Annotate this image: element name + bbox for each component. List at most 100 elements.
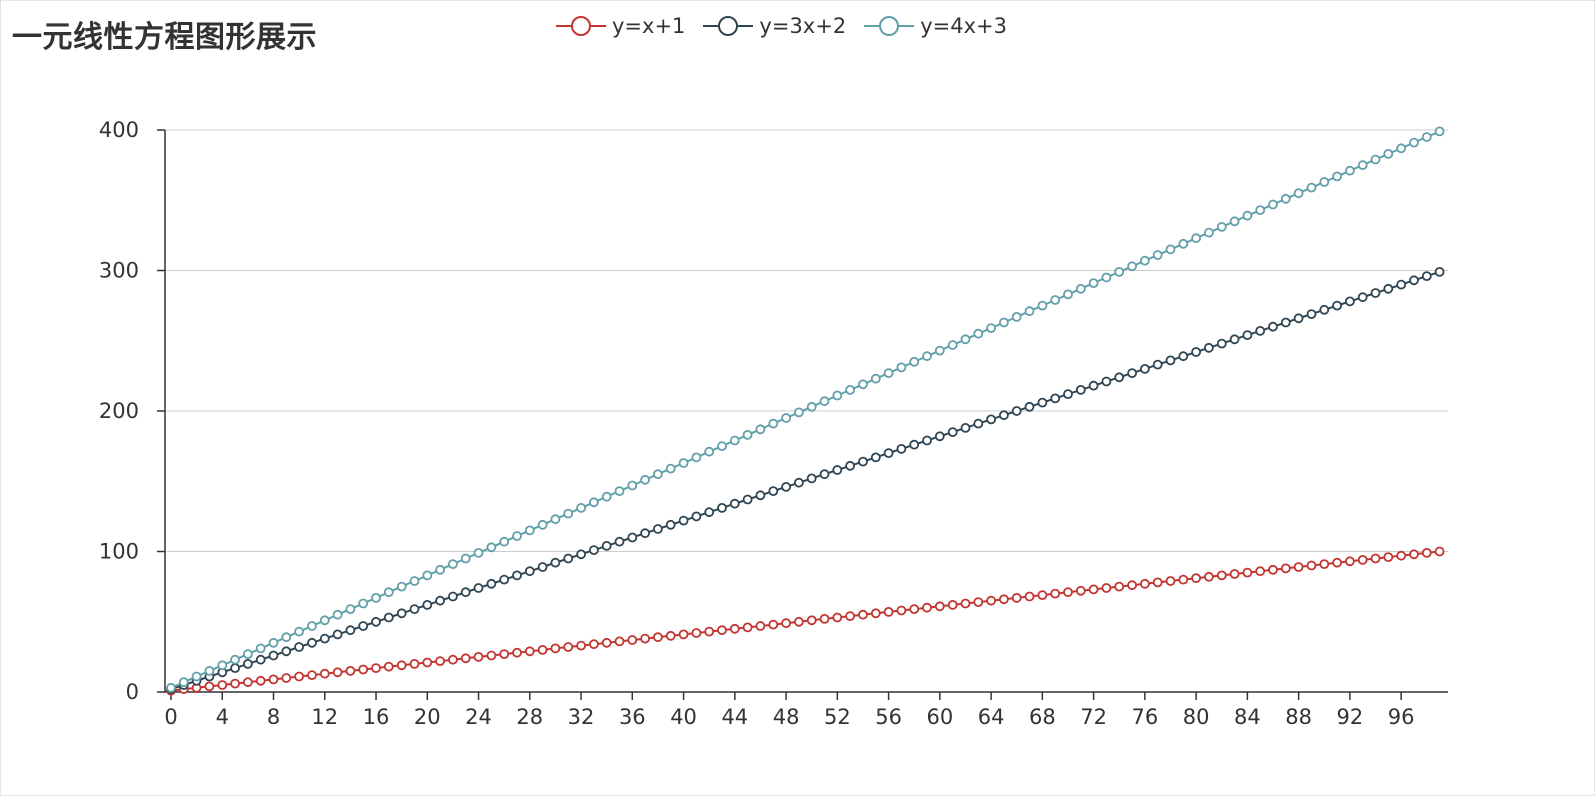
data-point [512,570,522,581]
data-point [371,663,381,673]
data-point [1114,372,1125,383]
data-point [422,570,433,581]
data-point [358,598,369,609]
data-point [614,636,625,647]
data-point [922,351,932,362]
data-point [1255,205,1266,216]
data-point [742,429,753,440]
data-point [1306,182,1317,193]
data-point [601,637,612,648]
x-tick-label: 4 [216,705,229,729]
y-tick-label: 100 [99,540,139,564]
data-point [627,480,638,491]
data-point [896,605,907,616]
data-point [858,456,868,467]
data-point [601,491,612,502]
data-point [447,559,458,569]
data-point [819,614,830,624]
data-point [1383,148,1394,159]
data-point [537,645,548,655]
data-point [524,566,535,577]
data-point [717,625,727,636]
data-point [1370,154,1381,165]
data-point [973,418,984,429]
data-point [204,681,215,692]
legend-item-series-3[interactable]: y=4x+3 [864,14,1007,38]
chart-legend: y=x+1 y=3x+2 y=4x+3 [556,14,1007,38]
data-point [537,562,548,572]
data-point [1255,325,1266,336]
legend-item-series-1[interactable]: y=x+1 [556,14,685,38]
data-point [1357,555,1368,565]
data-point [550,514,561,525]
data-point [909,604,920,614]
data-point [1421,271,1432,282]
y-tick-label: 0 [126,680,139,704]
data-point [883,607,894,617]
data-point [191,671,202,682]
data-point [1255,566,1266,577]
data-point [665,519,676,530]
series-line-3 [170,130,1441,689]
data-point [806,615,817,626]
data-point [1165,244,1176,255]
data-point [332,629,343,640]
data-point [1037,590,1048,600]
data-point [550,557,561,568]
data-point [499,574,510,585]
data-point [1050,393,1061,404]
data-point [640,528,650,539]
data-point [294,626,305,637]
data-point [422,657,433,668]
data-point [1216,570,1227,581]
data-point [960,334,971,345]
data-point [230,678,241,689]
legend-marker-series-2 [703,16,754,36]
data-point [947,340,958,350]
data-point [1127,368,1137,379]
data-point [1011,406,1022,416]
data-point [589,497,599,508]
data-point [986,414,996,425]
data-point [589,545,599,555]
data-point [640,633,650,644]
data-point [1332,171,1342,182]
data-point [524,646,535,657]
data-point [742,494,753,505]
data-point [537,519,548,530]
series-line-2 [170,270,1440,691]
data-point [1037,300,1048,311]
data-point [563,553,574,564]
data-point [653,632,663,643]
data-point [319,615,330,626]
data-point [473,583,484,593]
data-point [242,649,253,659]
data-point [1268,321,1278,332]
data-point [614,486,625,497]
data-point [1024,591,1035,602]
legend-marker-series-3 [864,16,915,36]
data-point [486,542,497,553]
x-tick-label: 64 [978,705,1005,729]
data-point [1242,330,1253,341]
series-line-1 [170,550,1440,692]
data-point [1242,567,1253,578]
data-point [460,553,471,564]
data-point [1191,347,1201,357]
data-point [922,602,932,613]
data-point [447,654,458,665]
data-point [883,448,894,459]
data-point [1319,559,1330,569]
data-point [396,581,407,592]
x-tick-label: 80 [1183,705,1210,729]
data-point [371,593,381,603]
data-point [1191,573,1201,584]
data-point [1345,296,1355,307]
legend-item-series-2[interactable]: y=3x+2 [703,14,846,38]
data-point [960,422,971,433]
data-point [973,597,984,607]
data-point [960,598,971,609]
data-point [781,481,791,492]
data-point [934,601,945,612]
data-point [1165,576,1176,586]
